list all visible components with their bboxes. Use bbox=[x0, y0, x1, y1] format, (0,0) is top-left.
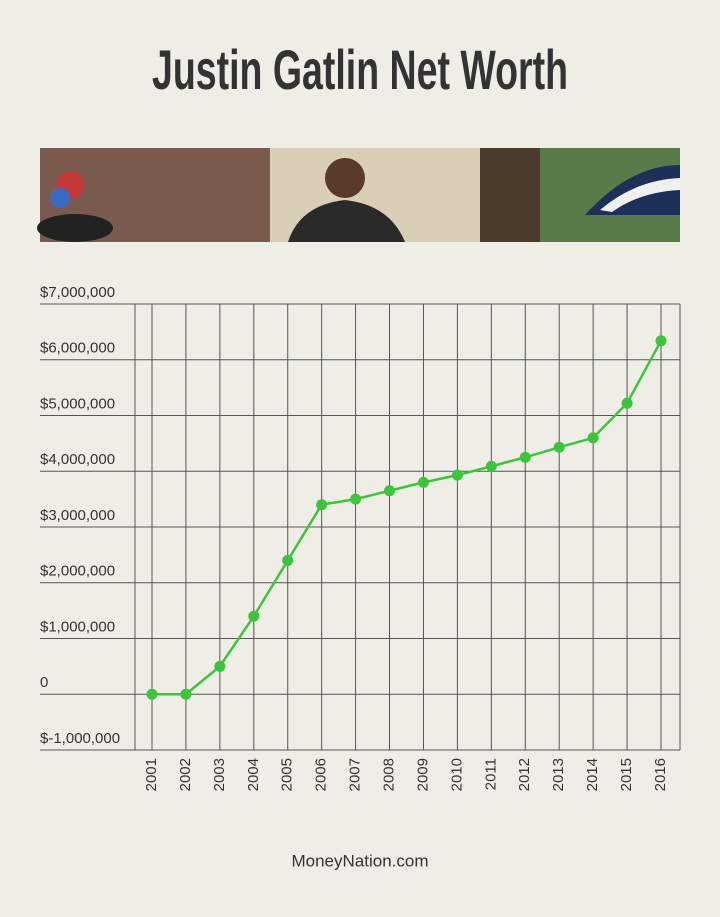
y-tick-label: $-1,000,000 bbox=[40, 730, 120, 747]
data-point bbox=[350, 493, 362, 505]
y-tick-label: $4,000,000 bbox=[40, 451, 115, 468]
data-point bbox=[316, 499, 328, 511]
data-point bbox=[146, 688, 158, 700]
data-point bbox=[485, 460, 497, 472]
source-label: MoneyNation.com bbox=[291, 851, 428, 870]
data-point bbox=[621, 397, 633, 409]
x-tick-label: 2014 bbox=[584, 758, 601, 791]
plot-area: $-1,000,000 0 $1,000,000 $2,000,000 $3,000,0… bbox=[40, 284, 681, 791]
data-point bbox=[384, 485, 396, 497]
chart-title: Justin Gatlin Net Worth bbox=[152, 38, 568, 101]
y-tick-label: $5,000,000 bbox=[40, 395, 115, 412]
data-point bbox=[655, 335, 667, 347]
y-tick-label: $7,000,000 bbox=[40, 284, 115, 301]
x-tick-label: 2005 bbox=[279, 758, 296, 791]
data-point bbox=[417, 476, 429, 488]
y-tick-label: $3,000,000 bbox=[40, 507, 115, 524]
x-tick-label: 2010 bbox=[448, 758, 465, 791]
x-tick-label: 2008 bbox=[381, 758, 398, 791]
x-tick-label: 2011 bbox=[482, 758, 499, 790]
x-tick-label: 2009 bbox=[414, 758, 431, 791]
data-line bbox=[152, 340, 663, 696]
data-point bbox=[180, 688, 192, 700]
x-tick-label: 2016 bbox=[652, 758, 669, 791]
data-point bbox=[451, 469, 463, 481]
data-point bbox=[553, 441, 565, 453]
y-tick-label: 0 bbox=[40, 674, 48, 691]
x-tick-label: 2007 bbox=[347, 758, 364, 791]
x-tick-label: 2006 bbox=[313, 758, 330, 791]
x-tick-label: 2003 bbox=[211, 758, 228, 791]
y-tick-label: $6,000,000 bbox=[40, 340, 115, 357]
data-point bbox=[248, 610, 260, 622]
data-point bbox=[519, 451, 531, 463]
data-point bbox=[587, 432, 599, 444]
y-tick-label: $2,000,000 bbox=[40, 563, 115, 580]
x-tick-label: 2012 bbox=[516, 758, 533, 791]
y-tick-label: $1,000,000 bbox=[40, 618, 115, 635]
photo-banner bbox=[37, 148, 680, 242]
x-tick-label: 2002 bbox=[177, 758, 194, 791]
x-tick-label: 2004 bbox=[245, 758, 262, 791]
x-tick-label: 2001 bbox=[143, 758, 160, 791]
data-point bbox=[214, 660, 226, 672]
x-tick-label: 2013 bbox=[550, 758, 567, 791]
data-point bbox=[282, 554, 294, 566]
x-tick-label: 2015 bbox=[618, 758, 635, 791]
